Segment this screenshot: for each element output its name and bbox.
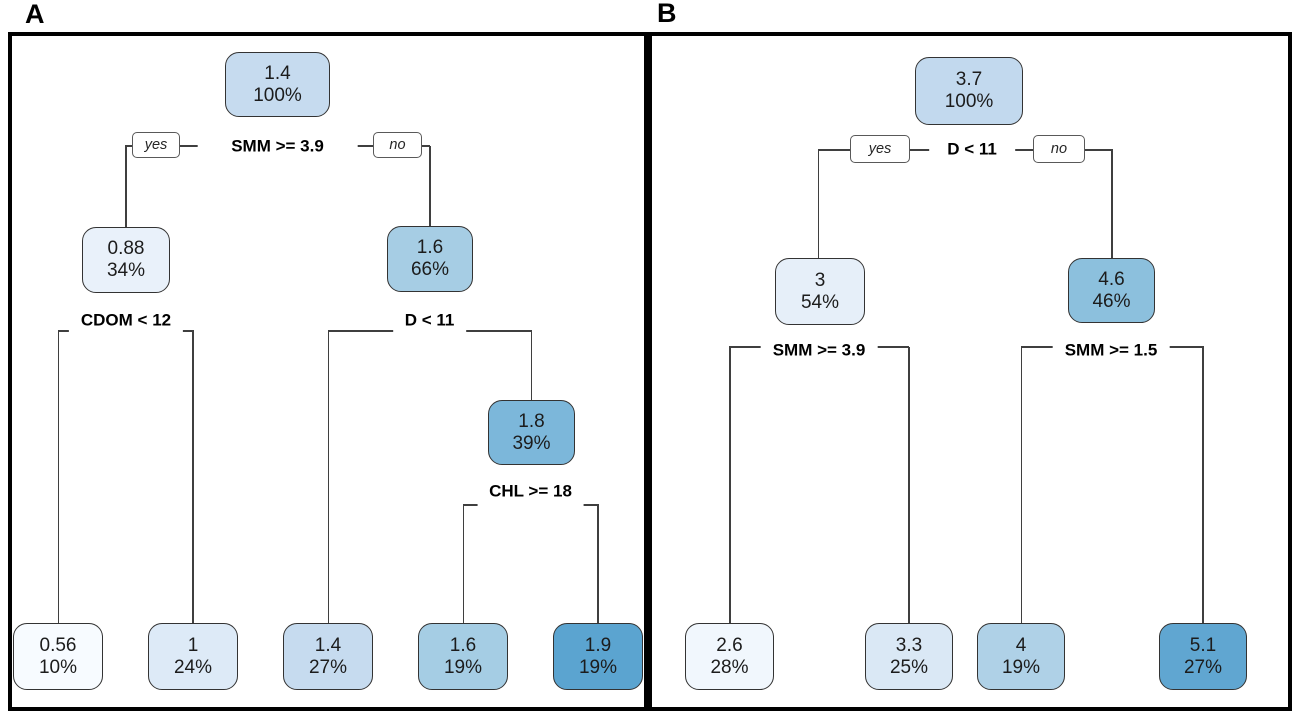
node-percent: 66% (410, 259, 450, 280)
node-percent: 27% (308, 656, 348, 678)
branch-line (125, 146, 127, 227)
node-value: 4.6 (1098, 268, 1125, 290)
tree-leaf: 1.6 19% (418, 623, 508, 690)
split-label: D < 11 (392, 302, 467, 338)
node-value: 0.56 (39, 634, 77, 656)
tree-node: 0.88 34% (82, 227, 170, 293)
tree-leaf: 1.9 19% (553, 623, 643, 690)
tree-leaf: 0.56 10% (13, 623, 103, 690)
tree-node-root: 3.7 100% (915, 57, 1023, 125)
tree-leaf: 3.3 25% (865, 623, 953, 690)
node-percent: 54% (800, 291, 840, 313)
node-value: 4 (1015, 634, 1027, 656)
branch-line (57, 331, 59, 623)
node-value: 0.88 (107, 238, 145, 259)
node-value: 2.6 (716, 634, 743, 656)
branch-line (429, 146, 431, 226)
node-percent: 10% (38, 656, 78, 678)
branch-line (192, 331, 194, 623)
panel-b-frame (648, 32, 1292, 711)
tree-node: 1.8 39% (488, 400, 575, 465)
branch-line (908, 347, 910, 624)
branch-line (729, 347, 731, 624)
branch-line (1111, 150, 1113, 259)
node-percent: 100% (944, 91, 994, 112)
split-label: D < 11 (929, 131, 1015, 167)
node-percent: 24% (173, 656, 213, 678)
node-value: 1 (187, 634, 199, 656)
tree-node: 4.6 46% (1068, 258, 1155, 323)
node-percent: 19% (1001, 656, 1041, 678)
panel-b-label: B (657, 0, 677, 28)
node-percent: 27% (1183, 656, 1223, 678)
split-label: CDOM < 12 (68, 302, 184, 338)
panel-a-frame (8, 32, 648, 711)
branch-line (817, 150, 819, 259)
split-label: SMM >= 3.9 (760, 332, 878, 368)
node-percent: 39% (512, 432, 551, 454)
branch-line (597, 505, 599, 624)
node-value: 3 (814, 269, 826, 291)
tree-leaf: 1 24% (148, 623, 238, 690)
panel-a-label: A (25, 0, 45, 29)
branch-yes-label: yes (850, 135, 910, 163)
branch-no-label: no (373, 132, 422, 158)
tree-leaf: 5.1 27% (1159, 623, 1247, 690)
node-value: 5.1 (1189, 634, 1217, 656)
node-percent: 100% (253, 84, 302, 106)
tree-node-root: 1.4 100% (225, 52, 330, 117)
branch-line (1020, 347, 1022, 624)
node-percent: 25% (889, 656, 929, 678)
node-value: 1.4 (314, 634, 342, 656)
node-percent: 19% (578, 656, 618, 678)
node-percent: 28% (710, 656, 749, 678)
node-percent: 46% (1092, 290, 1131, 312)
branch-line (462, 505, 464, 624)
branch-line (1202, 347, 1204, 624)
node-value: 3.3 (895, 634, 923, 656)
branch-line (530, 331, 532, 401)
node-value: 1.9 (584, 634, 612, 656)
node-percent: 34% (106, 260, 146, 281)
split-label: SMM >= 1.5 (1052, 332, 1170, 368)
node-value: 1.4 (264, 62, 291, 84)
node-value: 1.6 (449, 634, 477, 656)
branch-line (327, 331, 329, 623)
split-label: SMM >= 3.9 (197, 128, 358, 164)
split-label: CHL >= 18 (477, 473, 584, 509)
branch-yes-label: yes (132, 132, 180, 158)
tree-node: 1.6 66% (387, 226, 473, 292)
tree-node: 3 54% (775, 258, 865, 325)
node-value: 3.7 (955, 69, 983, 90)
node-percent: 19% (443, 656, 483, 678)
branch-no-label: no (1033, 135, 1085, 163)
node-value: 1.6 (416, 237, 444, 258)
tree-leaf: 4 19% (977, 623, 1065, 690)
tree-leaf: 2.6 28% (685, 623, 774, 690)
node-value: 1.8 (518, 410, 545, 432)
tree-leaf: 1.4 27% (283, 623, 373, 690)
